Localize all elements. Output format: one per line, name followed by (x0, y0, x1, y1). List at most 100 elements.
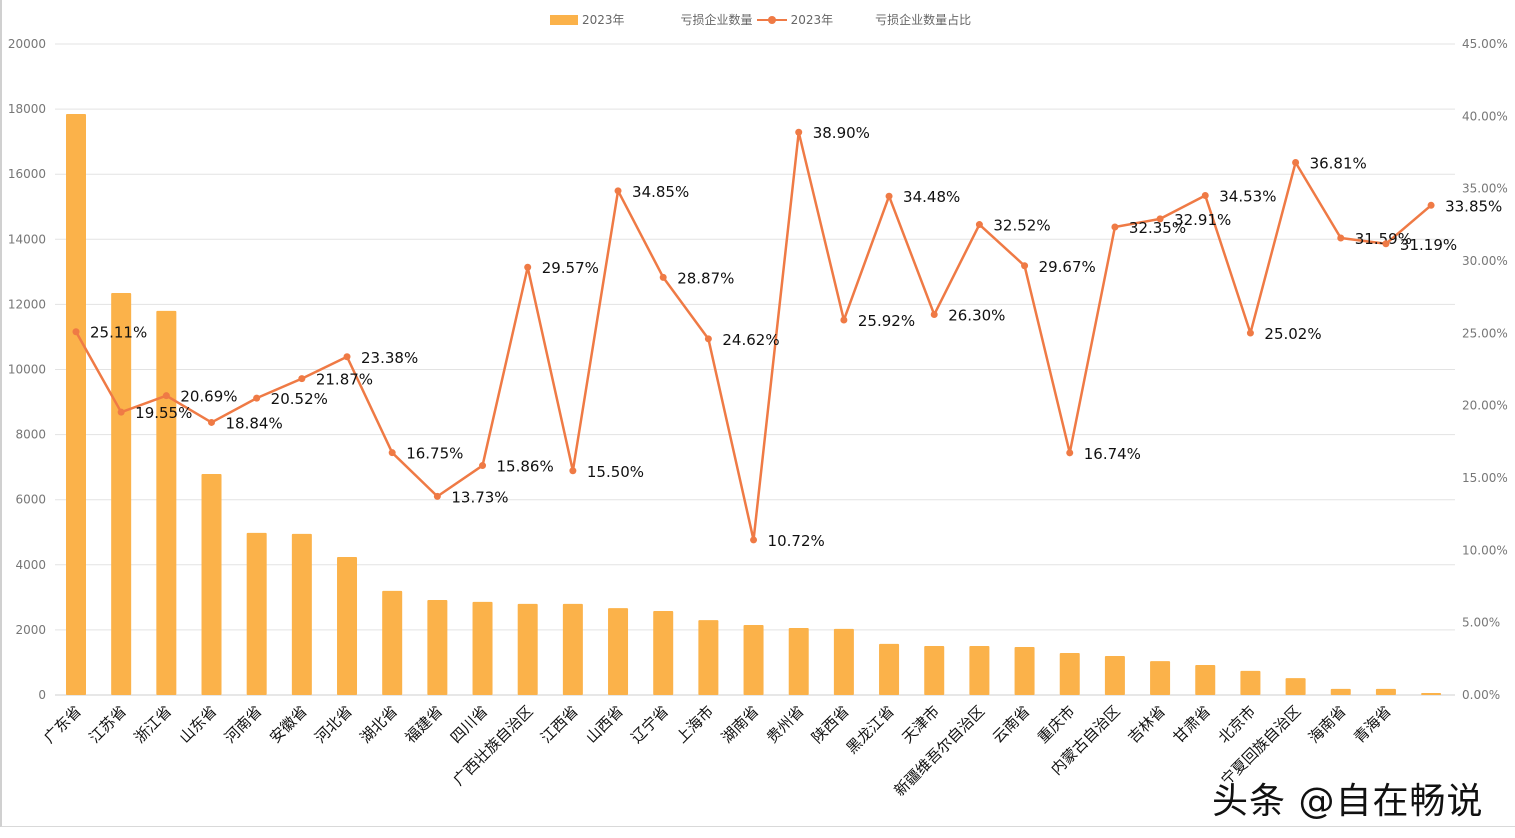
data-label: 20.69% (180, 388, 237, 406)
x-tick-label: 贵州省 (763, 702, 808, 747)
data-label: 32.91% (1174, 211, 1231, 229)
bar (66, 113, 86, 696)
data-label: 31.59% (1355, 230, 1412, 248)
bar (1104, 655, 1125, 695)
bar (743, 625, 764, 695)
line-point (388, 449, 396, 457)
bar (1240, 670, 1261, 695)
x-tick-label: 上海市 (673, 702, 718, 747)
legend-line-year: 2023年 (790, 13, 834, 27)
line-point (930, 311, 938, 319)
legend: 2023年 亏损企业数量 2023年 亏损企业数量占比 (550, 11, 971, 28)
y-tick-label: 6000 (15, 493, 46, 507)
bar (1421, 693, 1442, 695)
line-point (1066, 449, 1074, 457)
line-point (885, 192, 893, 200)
y-tick-label: 8000 (15, 428, 46, 442)
legend-bar-name: 亏损企业数量 (680, 13, 753, 27)
x-tick-label: 甘肃省 (1170, 702, 1215, 747)
x-tick-label: 广东省 (40, 702, 85, 747)
line-point (1337, 234, 1345, 242)
x-tick-label: 广西壮族自治区 (450, 702, 537, 789)
data-label: 26.30% (948, 307, 1005, 325)
y2-tick-label: 20.00% (1462, 399, 1508, 413)
bar (1285, 678, 1306, 695)
y-tick-label: 4000 (15, 558, 46, 572)
line-point (1201, 191, 1209, 199)
bar (562, 603, 583, 695)
x-tick-label: 江西省 (537, 702, 582, 747)
x-tick-label: 福建省 (402, 702, 447, 747)
line-point (750, 536, 758, 544)
x-tick-label: 湖南省 (718, 702, 763, 747)
bar (472, 601, 493, 695)
line-point (1111, 223, 1119, 231)
line-point (569, 467, 577, 475)
line-point (795, 128, 803, 136)
y2-tick-label: 40.00% (1462, 109, 1508, 123)
line-point (343, 353, 351, 361)
line-point (253, 394, 261, 402)
bar (1059, 653, 1080, 695)
data-label: 25.02% (1264, 325, 1321, 343)
y-tick-label: 12000 (8, 297, 46, 311)
line-point (1427, 201, 1435, 209)
data-label: 20.52% (271, 390, 328, 408)
line-point (298, 375, 306, 383)
x-tick-label: 云南省 (989, 702, 1034, 747)
bar (111, 293, 132, 695)
data-label: 28.87% (677, 269, 734, 287)
y-tick-label: 10000 (8, 363, 46, 377)
x-tick-label: 山东省 (176, 702, 221, 747)
bar (608, 608, 629, 695)
data-label: 29.57% (542, 259, 599, 277)
bar (1330, 688, 1351, 695)
line-point (72, 328, 80, 336)
data-label: 29.67% (1039, 258, 1096, 276)
y2-tick-label: 0.00% (1462, 688, 1500, 702)
x-tick-label: 吉林省 (1124, 702, 1169, 747)
watermark: 头条 @自在畅说 (1212, 781, 1484, 822)
data-label: 16.74% (1084, 445, 1141, 463)
data-label: 25.92% (858, 312, 915, 330)
x-tick-label: 安徽省 (266, 702, 311, 747)
bar (382, 590, 403, 695)
bar (833, 628, 854, 695)
y-tick-label: 18000 (8, 102, 46, 116)
bar (246, 532, 267, 695)
bar (1150, 661, 1171, 695)
line-point (1021, 262, 1029, 270)
x-tick-label: 湖北省 (356, 702, 401, 747)
data-label: 24.62% (722, 331, 779, 349)
y-tick-label: 20000 (8, 37, 46, 51)
x-tick-label: 河南省 (221, 702, 266, 747)
data-label: 31.19% (1400, 236, 1457, 254)
bar (291, 533, 312, 695)
data-label: 19.55% (135, 404, 192, 422)
data-label: 25.11% (90, 324, 147, 342)
data-label: 10.72% (768, 532, 825, 550)
x-tick-label: 浙江省 (131, 702, 176, 747)
bar (337, 556, 358, 695)
x-tick-label: 河北省 (311, 702, 356, 747)
y2-tick-label: 35.00% (1462, 182, 1508, 196)
data-label: 15.50% (587, 463, 644, 481)
line-point (975, 221, 983, 229)
bar (969, 646, 990, 695)
data-label: 33.85% (1445, 197, 1502, 215)
data-label: 34.48% (903, 188, 960, 206)
line-point (162, 392, 170, 400)
y2-tick-label: 15.00% (1462, 471, 1508, 485)
line-point (1246, 329, 1254, 337)
data-label: 36.81% (1310, 154, 1367, 172)
data-label: 38.90% (813, 124, 870, 142)
bar (653, 611, 674, 695)
bar (1195, 665, 1216, 695)
bar (427, 599, 448, 695)
legend-bar-swatch (550, 14, 578, 25)
bar (698, 620, 719, 695)
line-point (614, 187, 622, 195)
x-tick-label: 青海省 (1350, 702, 1395, 747)
data-label: 23.38% (361, 349, 418, 367)
